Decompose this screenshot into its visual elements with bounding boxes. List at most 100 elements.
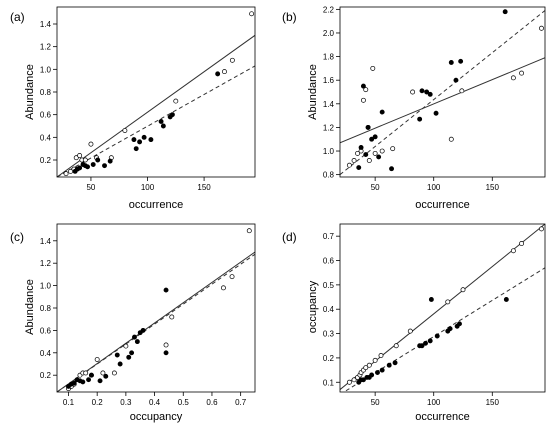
filled-data-point xyxy=(163,350,169,356)
y-axis-title: Abundance xyxy=(24,279,36,335)
y-tick-label: 0.7 xyxy=(323,232,335,241)
open-data-point xyxy=(370,65,376,71)
x-axis-title: occurrence xyxy=(415,199,469,211)
y-tick-label: 1.6 xyxy=(323,76,335,85)
open-data-point xyxy=(459,88,465,94)
open-data-point xyxy=(88,141,94,147)
filled-data-point xyxy=(448,60,454,65)
filled-data-point xyxy=(356,165,362,171)
x-tick-label: 0.4 xyxy=(149,398,161,407)
filled-data-point xyxy=(392,360,398,366)
filled-data-point xyxy=(134,339,140,345)
filled-data-point xyxy=(107,158,113,164)
filled-data-point xyxy=(417,116,423,122)
open-data-point xyxy=(355,150,361,156)
panel-label: (a) xyxy=(10,10,25,24)
filled-data-point xyxy=(453,77,459,83)
open-data-point xyxy=(169,314,175,320)
open-data-point xyxy=(249,11,255,17)
open-data-point xyxy=(445,299,451,305)
open-data-point xyxy=(246,228,252,234)
filled-data-point xyxy=(71,380,77,386)
filled-data-point xyxy=(424,89,430,95)
x-tick-label: 0.6 xyxy=(206,398,218,407)
filled-data-point xyxy=(95,157,101,163)
open-data-point xyxy=(510,75,516,81)
filled-data-point xyxy=(169,112,175,118)
y-tick-label: 0.6 xyxy=(323,257,335,266)
x-tick-label: 50 xyxy=(371,183,380,192)
filled-data-point xyxy=(117,361,123,367)
filled-data-point xyxy=(419,88,425,94)
filled-data-point xyxy=(360,377,366,383)
x-tick-label: 100 xyxy=(427,398,441,407)
filled-data-point xyxy=(163,287,169,293)
open-data-point xyxy=(360,97,366,103)
solid-regression-line xyxy=(340,57,545,144)
y-axis-title: Abundance xyxy=(24,64,36,120)
x-tick-label: 150 xyxy=(197,183,211,192)
y-tick-label: 0.4 xyxy=(40,133,52,142)
y-tick-label: 0.8 xyxy=(40,304,52,313)
filled-data-point xyxy=(141,134,147,140)
filled-data-point xyxy=(102,163,107,169)
dashed-regression-line xyxy=(57,65,255,177)
y-tick-label: 0.2 xyxy=(40,371,52,380)
filled-data-point xyxy=(447,326,453,332)
filled-data-point xyxy=(137,139,143,145)
open-data-point xyxy=(100,370,106,376)
filled-data-point xyxy=(215,71,221,77)
filled-data-point xyxy=(85,164,90,170)
open-data-point xyxy=(390,146,396,152)
filled-data-point xyxy=(419,343,425,349)
filled-data-point xyxy=(158,119,164,124)
filled-data-point xyxy=(133,146,139,152)
open-data-point xyxy=(539,226,544,232)
filled-data-point xyxy=(358,145,364,150)
open-data-point xyxy=(123,343,129,349)
filled-data-point xyxy=(503,297,509,302)
filled-data-point xyxy=(458,58,464,64)
panel-c: (c) 0.1 0.2 0.3 0.4 0.5 0.6 0.7 0.2 0.4 0.6 0.8 1.0 1… xyxy=(10,223,256,423)
x-tick-label: 100 xyxy=(141,183,155,192)
open-data-point xyxy=(77,153,83,158)
x-tick-label: 100 xyxy=(427,183,441,192)
filled-data-point xyxy=(502,9,508,15)
y-tick-label: 1.4 xyxy=(323,100,335,109)
filled-data-point xyxy=(129,350,135,356)
y-tick-label: 0.8 xyxy=(323,171,335,180)
filled-data-point xyxy=(372,134,378,140)
panel-b: (b) 50 100 150 0.8 1.0 1.2 1.4 1.6 1.8 2.0 2.2 occur… xyxy=(282,5,546,211)
filled-data-point xyxy=(379,109,385,115)
open-data-point xyxy=(73,155,79,161)
open-data-point xyxy=(372,357,378,363)
y-tick-label: 1.8 xyxy=(323,53,335,62)
filled-data-point xyxy=(433,110,439,116)
plot-frame xyxy=(339,223,546,393)
open-data-point xyxy=(539,25,544,31)
open-data-point xyxy=(122,128,128,133)
open-data-point xyxy=(448,136,454,142)
y-tick-label: 1.4 xyxy=(40,237,52,246)
filled-data-point xyxy=(428,297,434,302)
filled-data-point xyxy=(132,334,137,340)
filled-data-point xyxy=(160,123,166,129)
y-tick-label: 0.6 xyxy=(40,111,52,120)
filled-data-point xyxy=(423,340,428,346)
plot-frame xyxy=(339,6,546,178)
filled-data-point xyxy=(77,165,83,171)
y-axis-title: occupancy xyxy=(307,280,319,333)
open-data-point xyxy=(410,89,416,95)
filled-data-point xyxy=(365,124,371,130)
plot-frame xyxy=(56,223,256,393)
y-axis-title: Abundance xyxy=(307,64,319,120)
y-tick-label: 0.1 xyxy=(323,378,335,387)
filled-data-point xyxy=(97,378,103,384)
y-tick-label: 0.3 xyxy=(323,330,335,339)
solid-regression-line xyxy=(57,251,255,392)
y-tick-label: 2.2 xyxy=(323,5,335,14)
open-data-point xyxy=(351,377,357,383)
x-tick-label: 0.2 xyxy=(92,398,104,407)
filled-data-point xyxy=(114,352,120,358)
